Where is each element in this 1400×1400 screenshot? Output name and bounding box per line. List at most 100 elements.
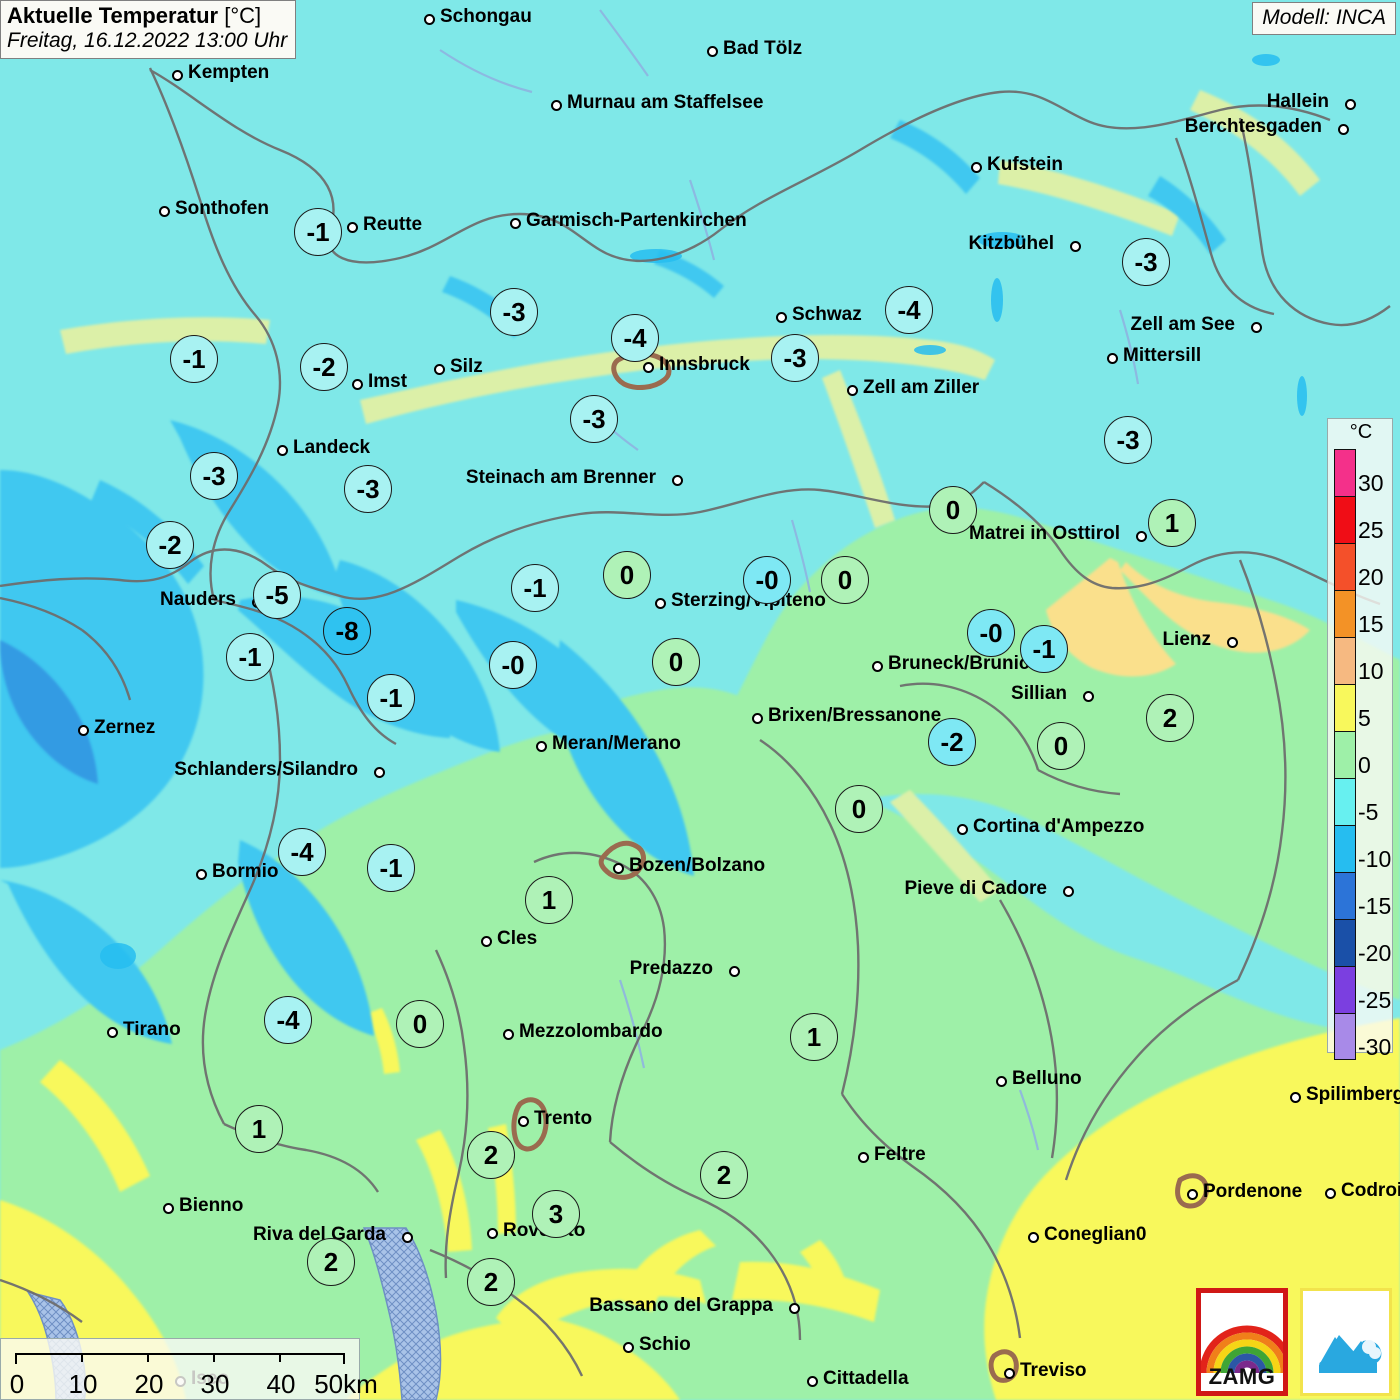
temperature-marker: -4: [264, 996, 312, 1044]
colorbar-label--15: -15: [1358, 893, 1392, 919]
city-label: Reutte: [363, 214, 423, 235]
city-dot-icon: [1063, 886, 1074, 897]
city-dot-icon: [643, 362, 654, 373]
temperature-marker: 2: [467, 1258, 515, 1306]
city-label: Meran/Merano: [552, 733, 681, 754]
city-dot-icon: [196, 869, 207, 880]
city-dot-icon: [277, 445, 288, 456]
city-dot-icon: [347, 222, 358, 233]
colorbar-band-10: [1334, 637, 1356, 684]
temperature-marker: -0: [489, 641, 537, 689]
city-label: Cles: [497, 928, 538, 949]
colorbar-label-25: 25: [1358, 517, 1384, 543]
city-dot-icon: [729, 966, 740, 977]
temperature-marker: -8: [323, 607, 371, 655]
city-label: Murnau am Staffelsee: [567, 92, 764, 113]
city-dot-icon: [996, 1076, 1007, 1087]
colorbar-unit: °C: [1349, 421, 1373, 443]
city-label: Zell am See: [1130, 314, 1235, 335]
city-label: Riva del Garda: [252, 1224, 386, 1245]
city-label: Hallein: [1266, 91, 1329, 112]
city-label: Silz: [450, 356, 483, 377]
temperature-marker: 1: [790, 1013, 838, 1061]
temperature-marker: 0: [603, 551, 651, 599]
city-dot-icon: [672, 475, 683, 486]
temperature-marker: -1: [1020, 625, 1068, 673]
temperature-marker: 1: [235, 1105, 283, 1153]
city-dot-icon: [1004, 1368, 1015, 1379]
city-dot-icon: [1325, 1188, 1336, 1199]
city-dot-icon: [536, 741, 547, 752]
city-label: Coneglian0: [1044, 1224, 1147, 1245]
city-label: Schwaz: [792, 304, 862, 325]
temperature-marker: -3: [1104, 416, 1152, 464]
colorbar-band--15: [1334, 872, 1356, 919]
scale-tick-0: 0: [9, 1369, 25, 1399]
city-label: Pieve di Cadore: [904, 878, 1047, 899]
city-label: Nauders: [159, 589, 236, 610]
scale-tick-50km: 50km: [314, 1369, 378, 1399]
temperature-marker: 0: [652, 638, 700, 686]
scale-bar-labels: 0 10 20 30 40 50km: [1, 1369, 378, 1399]
city-label: Schlanders/Silandro: [174, 759, 358, 780]
city-dot-icon: [776, 312, 787, 323]
colorbar-label-5: 5: [1358, 705, 1371, 731]
city-label: Predazzo: [629, 958, 713, 979]
title-timestamp: Freitag, 16.12.2022 13:00 Uhr: [7, 28, 288, 52]
city-dot-icon: [374, 767, 385, 778]
city-dot-icon: [847, 385, 858, 396]
city-dot-icon: [707, 46, 718, 57]
temperature-marker: -5: [253, 571, 301, 619]
city-label: Bozen/Bolzano: [629, 855, 766, 876]
temperature-marker: 0: [835, 785, 883, 833]
city-dot-icon: [1227, 637, 1238, 648]
city-dot-icon: [1028, 1232, 1039, 1243]
zamg-logo[interactable]: ZAMG: [1196, 1288, 1288, 1396]
colorbar-band-30: [1334, 449, 1356, 496]
city-dot-icon: [807, 1376, 818, 1387]
temperature-marker: -1: [511, 564, 559, 612]
city-label: Landeck: [293, 437, 371, 458]
city-label: Zell am Ziller: [863, 377, 980, 398]
city-label: Kufstein: [987, 154, 1063, 175]
temperature-marker: -0: [743, 556, 791, 604]
temperature-marker: -0: [967, 609, 1015, 657]
city-dot-icon: [518, 1116, 529, 1127]
temperature-marker: -3: [1122, 238, 1170, 286]
city-dot-icon: [434, 364, 445, 375]
zamg-logo-text: ZAMG: [1208, 1364, 1276, 1389]
city-dot-icon: [872, 661, 883, 672]
temperature-marker: 2: [1146, 694, 1194, 742]
city-dot-icon: [1070, 241, 1081, 252]
colorbar-label--30: -30: [1358, 1034, 1392, 1060]
geosphere-logo[interactable]: [1300, 1288, 1392, 1396]
temperature-marker: 0: [821, 556, 869, 604]
temperature-marker: 0: [929, 486, 977, 534]
city-dot-icon: [752, 713, 763, 724]
city-dot-icon: [1083, 691, 1094, 702]
city-dot-icon: [551, 100, 562, 111]
city-dot-icon: [78, 725, 89, 736]
city-label: Bormio: [212, 861, 279, 882]
city-dot-icon: [1338, 124, 1349, 135]
city-label: Mezzolombardo: [519, 1021, 663, 1042]
colorbar-band--10: [1334, 825, 1356, 872]
city-dot-icon: [163, 1203, 174, 1214]
temperature-marker: -1: [294, 208, 342, 256]
temperature-marker: -4: [885, 286, 933, 334]
city-label: Trento: [534, 1108, 593, 1129]
temperature-marker: -3: [490, 288, 538, 336]
colorbar-band-15: [1334, 590, 1356, 637]
colorbar-label-20: 20: [1358, 564, 1384, 590]
city-label: Mittersill: [1123, 345, 1202, 366]
city-dot-icon: [1136, 531, 1147, 542]
model-label: Modell: INCA: [1262, 6, 1386, 29]
temperature-marker: -4: [278, 828, 326, 876]
city-dot-icon: [503, 1029, 514, 1040]
scale-tick-40: 40: [266, 1369, 296, 1399]
city-dot-icon: [107, 1027, 118, 1038]
temperature-marker: -3: [344, 465, 392, 513]
colorbar-legend: °C 30 25 20 15 10 5 0 -5 -10 -15 -20 -25 -30: [1327, 418, 1393, 1060]
city-dot-icon: [510, 218, 521, 229]
